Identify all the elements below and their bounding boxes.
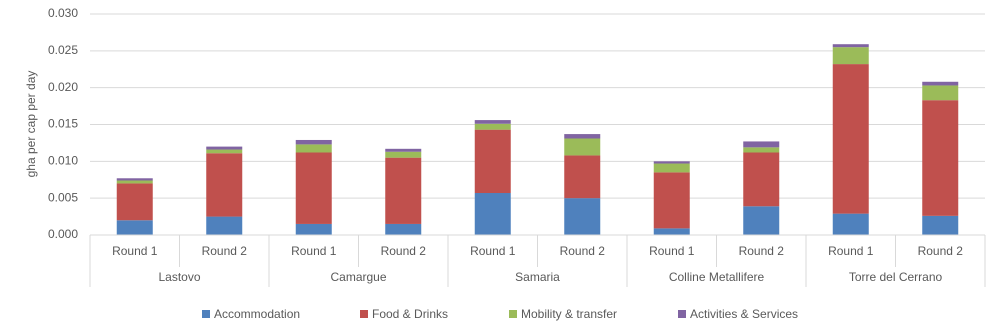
x-tick-label: Round 1	[470, 244, 516, 258]
y-tick-label: 0.020	[48, 80, 78, 94]
bar-segment	[295, 139, 332, 145]
x-tick-label: Round 2	[202, 244, 248, 258]
bar-segment	[653, 228, 690, 235]
bar-segment	[474, 129, 511, 194]
y-tick-label: 0.025	[48, 43, 78, 57]
y-axis-label: gha per cap per day	[24, 71, 38, 178]
bar-segment	[116, 220, 153, 235]
bar-segment	[474, 123, 511, 130]
bar-segment	[206, 153, 243, 217]
bar-segment	[832, 64, 869, 214]
legend-label: Food & Drinks	[372, 307, 448, 321]
x-tick-label: Round 1	[649, 244, 695, 258]
bar-segment	[295, 144, 332, 153]
bar-segment	[653, 172, 690, 229]
bar-segment	[295, 223, 332, 235]
bar-segment	[743, 206, 780, 235]
bar-segment	[564, 138, 601, 156]
x-tick-label: Round 1	[828, 244, 874, 258]
bar-segment	[922, 215, 959, 235]
bar-segment	[385, 223, 422, 235]
bar-segment	[922, 85, 959, 101]
bar-segment	[832, 44, 869, 48]
legend-label: Mobility & transfer	[521, 307, 617, 321]
group-label: Camargue	[330, 270, 386, 284]
x-tick-label: Round 1	[291, 244, 337, 258]
bar-segment	[743, 147, 780, 153]
bar-segment	[116, 183, 153, 221]
bar-segment	[832, 47, 869, 65]
bar-segment	[564, 198, 601, 235]
group-label: Torre del Cerrano	[849, 270, 943, 284]
bar-segment	[922, 81, 959, 86]
bar-segment	[206, 149, 243, 154]
x-tick-label: Round 1	[112, 244, 158, 258]
x-tick-label: Round 2	[918, 244, 964, 258]
bar-segment	[474, 193, 511, 235]
y-tick-label: 0.010	[48, 154, 78, 168]
y-tick-label: 0.005	[48, 190, 78, 204]
group-label: Colline Metallifere	[669, 270, 765, 284]
legend-swatch	[360, 310, 368, 318]
bar-segment	[653, 161, 690, 164]
x-tick-label: Round 2	[739, 244, 785, 258]
bar-segment	[385, 148, 422, 152]
bar-segment	[832, 213, 869, 235]
bar-segment	[385, 157, 422, 224]
bar-segment	[295, 152, 332, 224]
bar-segment	[653, 163, 690, 173]
legend-swatch	[678, 310, 686, 318]
legend-label: Activities & Services	[690, 307, 798, 321]
legend-swatch	[509, 310, 517, 318]
bar-segment	[116, 180, 153, 184]
group-label: Lastovo	[158, 270, 200, 284]
bar-segment	[743, 152, 780, 207]
legend-label: Accommodation	[214, 307, 300, 321]
y-tick-label: 0.015	[48, 117, 78, 131]
bar-segment	[743, 141, 780, 148]
x-tick-label: Round 2	[381, 244, 427, 258]
legend-swatch	[202, 310, 210, 318]
group-label: Samaria	[515, 270, 560, 284]
bar-segment	[564, 155, 601, 199]
bar-segment	[116, 178, 153, 181]
bar-segment	[922, 100, 959, 216]
bar-segment	[474, 120, 511, 124]
bar-segment	[385, 151, 422, 158]
bar-segment	[206, 216, 243, 235]
y-tick-label: 0.030	[48, 6, 78, 20]
bar-segment	[564, 134, 601, 139]
y-tick-label: 0.000	[48, 227, 78, 241]
bar-segment	[206, 146, 243, 150]
x-tick-label: Round 2	[560, 244, 606, 258]
